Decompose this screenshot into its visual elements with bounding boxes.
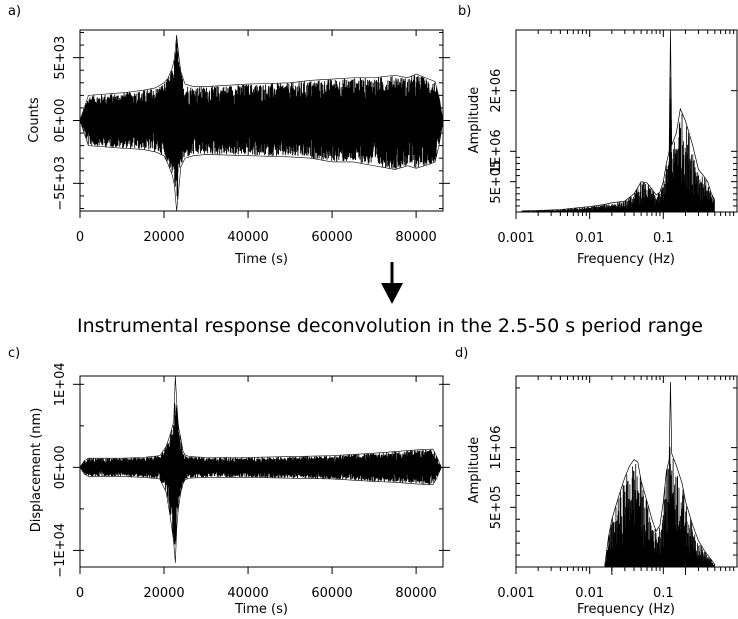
panel-a-xlabel: Time (s)	[234, 252, 288, 267]
panel-c-xtick-label: 80000	[395, 586, 436, 601]
panel-a-ytick-label: 5E+03	[53, 36, 68, 80]
panel-d-ticks: 0.001 0.01 0.1 5E+05 1E+06	[489, 376, 737, 601]
panel-a-ticks: 0 20000 40000 60000 80000 −5E+03 0E+00 5E+03	[53, 30, 450, 245]
panel-c: c) 0 20000 40000 60000 80000 −1E+04 0E+00 1E+04…	[8, 346, 450, 617]
panel-b-xtick-label: 0.01	[575, 231, 604, 246]
panel-b-xlabel: Frequency (Hz)	[577, 252, 675, 267]
panel-c-xlabel: Time (s)	[234, 602, 288, 617]
panel-b-ytick-label: 1E+06	[489, 129, 504, 173]
panel-b-ytick-label: 2E+06	[489, 69, 504, 113]
panel-c-xtick-label: 0	[76, 586, 84, 601]
panel-a-label: a)	[8, 4, 21, 19]
panel-a-xtick-label: 80000	[395, 230, 436, 245]
panel-d-xtick-label: 0.01	[575, 586, 604, 601]
panel-a-lower-envelope	[80, 120, 443, 211]
panel-b-frame	[515, 29, 738, 213]
panel-a-waveform	[80, 39, 443, 200]
panel-b-ytick-label: 5E+05	[489, 160, 504, 204]
panel-b-spectrum	[521, 77, 715, 212]
panel-b-series	[521, 30, 716, 212]
panel-c-ytick-label: 1E+04	[53, 362, 68, 406]
panel-c-ticks: 0 20000 40000 60000 80000 −1E+04 0E+00 1E+04	[53, 362, 450, 601]
down-arrow-icon	[381, 262, 403, 304]
panel-d-label: d)	[455, 346, 468, 361]
panel-c-ytick-label: −1E+04	[53, 523, 68, 578]
panel-b-spectrum-envelope	[521, 30, 716, 212]
panel-a-xtick-label: 60000	[311, 230, 352, 245]
panel-d-spectrum	[604, 447, 715, 567]
panel-c-xtick-label: 60000	[311, 586, 352, 601]
panel-c-xtick-label: 20000	[143, 586, 184, 601]
panel-b-xtick-label: 0.001	[497, 231, 534, 246]
panel-a-ytick-label: 0E+00	[53, 99, 68, 143]
panel-a-xtick-label: 0	[76, 230, 84, 245]
panel-c-label: c)	[8, 346, 20, 361]
panel-d-ytick-label: 1E+06	[489, 426, 504, 470]
panel-a-ylabel: Counts	[27, 97, 42, 143]
panel-a-ytick-label: −5E+03	[53, 156, 68, 211]
panel-c-waveform	[80, 403, 442, 545]
panel-a-upper-envelope	[80, 34, 443, 121]
panel-b-label: b)	[458, 4, 471, 19]
panel-d: d) 0.001 0.01 0.1 5E+05 1E+06 Frequency (Hz)…	[455, 346, 738, 617]
panel-d-series	[604, 381, 716, 567]
panel-c-ylabel: Displacement (nm)	[29, 408, 44, 533]
caption: Instrumental response deconvolution in t…	[77, 315, 703, 337]
panel-a-series	[80, 34, 443, 211]
panel-d-xtick-label: 0.001	[497, 586, 534, 601]
panel-d-spectrum-envelope	[604, 381, 716, 566]
panel-c-series	[80, 376, 442, 563]
panel-d-ylabel: Amplitude	[467, 437, 482, 504]
panel-c-lower-envelope	[80, 467, 442, 563]
panel-b-ylabel: Amplitude	[467, 87, 482, 154]
panel-d-xlabel: Frequency (Hz)	[577, 602, 675, 617]
panel-d-xtick-label: 0.1	[653, 586, 674, 601]
panel-b-xtick-label: 0.1	[653, 231, 674, 246]
panel-a: a) 0 20000 40000 60000 80000 −5E+03 0E+00 5E+03…	[8, 4, 450, 267]
panel-c-upper-envelope	[80, 376, 442, 468]
panel-a-xtick-label: 20000	[143, 230, 184, 245]
panel-c-frame	[79, 375, 444, 568]
panel-d-ytick-label: 5E+05	[489, 485, 504, 529]
panel-a-xtick-label: 40000	[227, 230, 268, 245]
panel-c-xtick-label: 40000	[227, 586, 268, 601]
panel-c-ytick-label: 0E+00	[53, 445, 68, 489]
